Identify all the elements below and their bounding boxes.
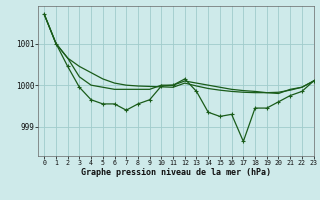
X-axis label: Graphe pression niveau de la mer (hPa): Graphe pression niveau de la mer (hPa) [81,168,271,177]
